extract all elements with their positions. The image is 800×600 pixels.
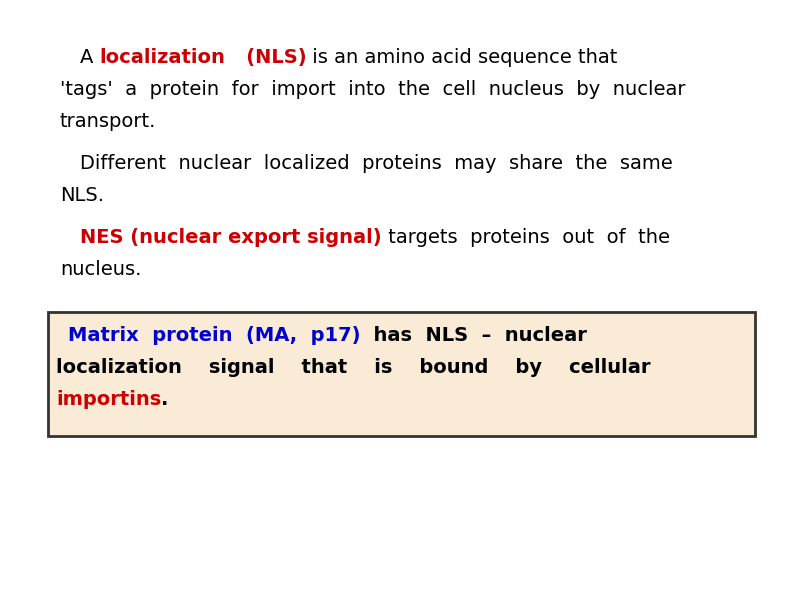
- Text: (NLS): (NLS): [226, 48, 306, 67]
- Text: Matrix  protein  (MA,  p17): Matrix protein (MA, p17): [68, 326, 361, 345]
- Text: A: A: [80, 48, 100, 67]
- Text: .: .: [162, 390, 169, 409]
- Text: localization: localization: [100, 48, 226, 67]
- Text: targets  proteins  out  of  the: targets proteins out of the: [382, 228, 670, 247]
- Text: NES (nuclear export signal): NES (nuclear export signal): [80, 228, 382, 247]
- Text: 'tags'  a  protein  for  import  into  the  cell  nucleus  by  nuclear: 'tags' a protein for import into the cel…: [60, 80, 686, 99]
- Text: is an amino acid sequence that: is an amino acid sequence that: [306, 48, 618, 67]
- FancyBboxPatch shape: [48, 312, 755, 436]
- Text: transport.: transport.: [60, 112, 156, 131]
- Text: has  NLS  –  nuclear: has NLS – nuclear: [361, 326, 587, 345]
- Text: importins: importins: [56, 390, 162, 409]
- Text: NLS.: NLS.: [60, 186, 104, 205]
- Text: Different  nuclear  localized  proteins  may  share  the  same: Different nuclear localized proteins may…: [80, 154, 673, 173]
- Text: localization    signal    that    is    bound    by    cellular: localization signal that is bound by cel…: [56, 358, 650, 377]
- Text: nucleus.: nucleus.: [60, 260, 142, 279]
